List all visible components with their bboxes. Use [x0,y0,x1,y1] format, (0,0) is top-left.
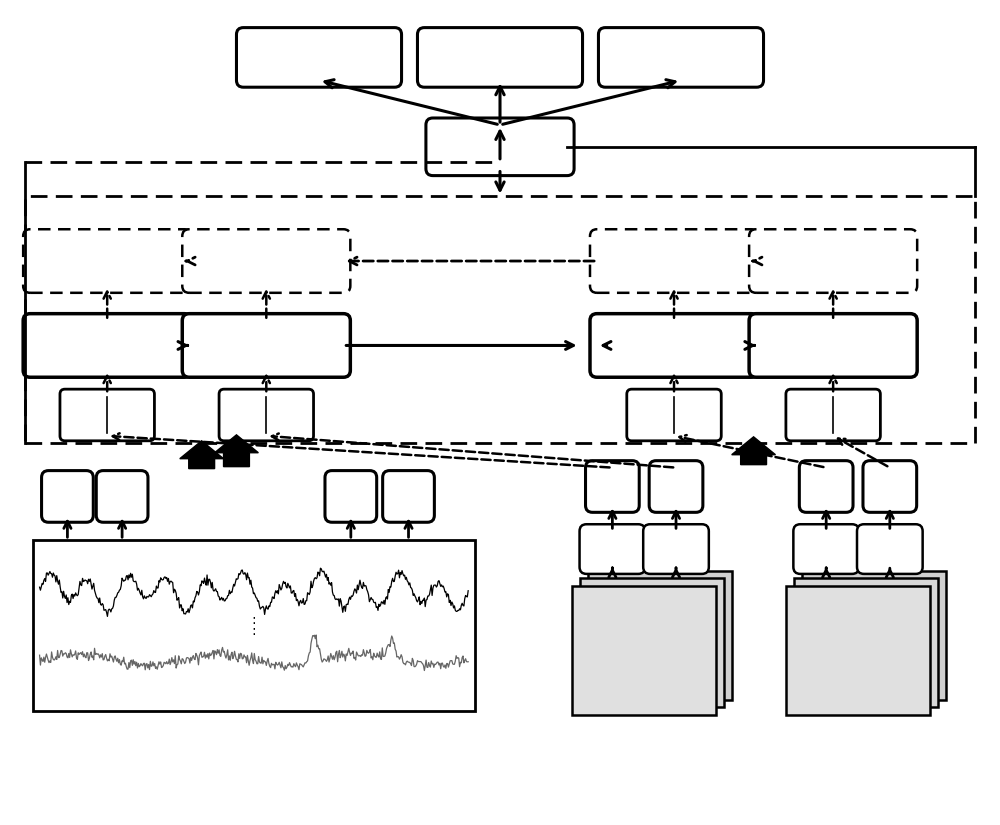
FancyBboxPatch shape [219,389,314,441]
FancyBboxPatch shape [857,524,923,574]
FancyBboxPatch shape [23,314,191,377]
FancyBboxPatch shape [96,470,148,522]
FancyBboxPatch shape [182,229,350,293]
Bar [572,586,716,715]
Polygon shape [180,441,224,469]
FancyBboxPatch shape [236,27,402,87]
Bar [580,578,724,707]
FancyBboxPatch shape [649,460,703,512]
FancyBboxPatch shape [580,524,645,574]
Polygon shape [215,435,258,467]
Text: :
:: : : [252,613,256,638]
Bar [786,586,930,715]
Bar [802,571,946,700]
FancyBboxPatch shape [590,314,758,377]
FancyBboxPatch shape [786,389,880,441]
Bar [33,540,475,711]
Bar [588,571,732,700]
FancyBboxPatch shape [586,460,639,512]
FancyBboxPatch shape [799,460,853,512]
FancyBboxPatch shape [643,524,709,574]
FancyBboxPatch shape [325,470,377,522]
FancyBboxPatch shape [23,229,191,293]
FancyBboxPatch shape [590,229,758,293]
Polygon shape [732,436,775,464]
FancyBboxPatch shape [42,470,93,522]
FancyBboxPatch shape [417,27,583,87]
FancyBboxPatch shape [383,470,434,522]
FancyBboxPatch shape [793,524,859,574]
FancyBboxPatch shape [863,460,917,512]
FancyBboxPatch shape [182,314,350,377]
FancyBboxPatch shape [60,389,154,441]
FancyBboxPatch shape [749,314,917,377]
Bar [794,578,938,707]
FancyBboxPatch shape [627,389,721,441]
FancyBboxPatch shape [598,27,764,87]
FancyBboxPatch shape [749,229,917,293]
FancyBboxPatch shape [426,118,574,176]
